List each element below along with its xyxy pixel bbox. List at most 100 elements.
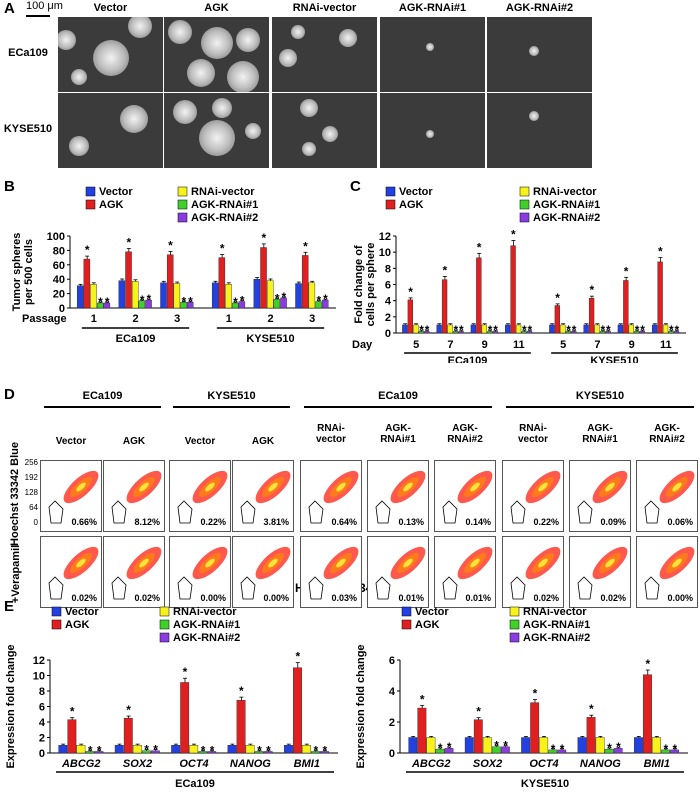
flow-density <box>48 470 99 524</box>
legend-swatch <box>385 186 396 197</box>
tumor-sphere <box>426 43 435 51</box>
bar <box>207 751 217 754</box>
y-axis-label: Expression fold change <box>5 644 17 768</box>
x-tick-label: 5 <box>560 339 566 351</box>
tumor-sphere <box>69 135 89 156</box>
significance-star: * <box>105 295 110 309</box>
bar <box>166 254 174 309</box>
flow-density <box>177 470 228 524</box>
y-tick-label: 20 <box>53 289 65 301</box>
significance-star: * <box>183 665 188 679</box>
density-core <box>76 482 86 492</box>
legend-label: Vector <box>65 606 99 618</box>
x-tick-label: 3 <box>309 313 315 325</box>
x-prefix-label: Day <box>352 339 373 351</box>
significance-star: * <box>275 291 280 305</box>
significance-star: * <box>323 743 328 757</box>
bar <box>482 737 492 754</box>
legend-swatch <box>519 199 530 210</box>
gate-percentage: 0.14% <box>465 517 491 527</box>
group-label: ECa109 <box>116 333 156 345</box>
flow-plot: 0.22% <box>502 460 564 532</box>
group-header: ECa109 <box>82 390 123 402</box>
significance-star: * <box>181 294 186 308</box>
legend-label: AGK-RNAi#2 <box>523 632 590 644</box>
gate-percentage: 0.02% <box>71 593 97 603</box>
significance-star: * <box>140 293 145 307</box>
gate-percentage: 0.66% <box>71 517 97 527</box>
significance-star: * <box>233 295 238 309</box>
significance-star: * <box>477 240 482 254</box>
legend-label: AGK-RNAi#1 <box>191 199 258 211</box>
column-header: AGK-RNAi#1 <box>398 2 467 14</box>
significance-star: * <box>70 705 75 719</box>
micrograph <box>58 93 163 168</box>
legend-swatch <box>401 606 412 617</box>
row-label: ECa109 <box>8 47 48 59</box>
flow-plot: 0.00% <box>232 536 294 608</box>
legend-label: AGK <box>65 619 90 631</box>
bar <box>447 324 453 334</box>
tumor-sphere <box>186 59 215 88</box>
significance-star: * <box>616 740 621 754</box>
column-header: AGK-RNAi#2 <box>505 2 574 14</box>
legend-swatch <box>51 606 62 617</box>
tumor-sphere <box>529 110 540 121</box>
significance-star: * <box>144 743 149 757</box>
micrograph <box>380 93 485 168</box>
bar <box>595 737 605 754</box>
flow-density <box>111 546 162 600</box>
significance-star: * <box>239 684 244 698</box>
significance-star: * <box>488 323 493 337</box>
x-tick-label: SOX2 <box>473 758 502 770</box>
x-tick-label: 5 <box>413 339 419 351</box>
panel-a-letter: A <box>4 0 15 17</box>
gate-percentage: 0.09% <box>600 517 626 527</box>
legend-swatch <box>385 199 396 210</box>
legend-swatch <box>159 619 170 630</box>
legend-label: RNAi-vector <box>173 606 237 618</box>
bar <box>145 299 152 309</box>
y-tick-label: 100 <box>47 231 65 243</box>
significance-star: * <box>281 290 286 304</box>
significance-star: * <box>210 743 215 757</box>
bar <box>583 324 589 334</box>
legend-label: AGK <box>415 619 440 631</box>
flow-plot: 0.03% <box>300 536 362 608</box>
y-tick-label: 2 <box>39 733 45 745</box>
bar <box>321 299 329 309</box>
tumor-sphere <box>58 29 77 50</box>
y-tick-label: 64 <box>29 503 38 512</box>
tumor-sphere <box>173 99 197 124</box>
gate-percentage: 0.22% <box>533 517 559 527</box>
density-core <box>672 558 682 568</box>
significance-star: * <box>126 703 131 717</box>
tumor-sphere <box>291 25 306 39</box>
bar <box>670 749 679 754</box>
bar <box>132 745 142 754</box>
legend-label: RNAi-vector <box>523 606 587 618</box>
flow-plot: 0.01% <box>367 536 429 608</box>
legend-swatch <box>509 619 520 630</box>
y-tick-label: 0 <box>39 748 45 760</box>
side-population-gate <box>240 576 256 600</box>
significance-star: * <box>572 323 577 337</box>
bar <box>67 719 77 754</box>
legend-label: Vector <box>99 186 133 198</box>
density-core <box>139 482 149 492</box>
legend-swatch <box>519 186 530 197</box>
legend-label: RNAi-vector <box>533 186 597 198</box>
bar <box>560 324 566 334</box>
panel-e-letter: E <box>4 598 15 615</box>
column-header: AGK <box>122 436 146 447</box>
legend-swatch <box>85 199 96 210</box>
bar <box>236 700 246 754</box>
panel-c-letter: C <box>350 178 361 195</box>
x-tick-label: 9 <box>482 339 488 351</box>
side-population-gate <box>308 576 324 600</box>
legend-label: AGK-RNAi#2 <box>191 212 258 224</box>
significance-star: * <box>126 235 131 249</box>
legend-swatch <box>519 212 530 223</box>
